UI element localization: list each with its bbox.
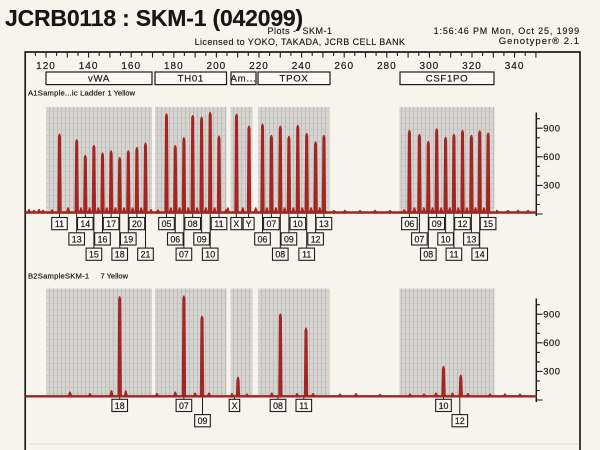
svg-text:07: 07 bbox=[179, 250, 189, 260]
svg-text:21: 21 bbox=[141, 250, 151, 260]
svg-text:19: 19 bbox=[123, 234, 133, 244]
svg-text:07: 07 bbox=[415, 234, 425, 244]
svg-text:17: 17 bbox=[106, 219, 116, 229]
svg-text:09: 09 bbox=[432, 219, 442, 229]
svg-text:20: 20 bbox=[132, 219, 142, 229]
svg-text:12: 12 bbox=[455, 416, 465, 426]
svg-text:11: 11 bbox=[214, 219, 223, 229]
svg-text:09: 09 bbox=[284, 234, 294, 244]
svg-text:10: 10 bbox=[439, 401, 449, 411]
svg-text:240: 240 bbox=[292, 61, 312, 72]
svg-text:10: 10 bbox=[293, 219, 303, 229]
svg-text:900: 900 bbox=[543, 123, 560, 134]
svg-text:11: 11 bbox=[302, 250, 311, 260]
svg-text:220: 220 bbox=[249, 61, 269, 72]
svg-text:140: 140 bbox=[79, 61, 99, 72]
svg-text:1 Yellow: 1 Yellow bbox=[108, 88, 136, 97]
svg-text:07: 07 bbox=[267, 219, 277, 229]
svg-text:340: 340 bbox=[505, 61, 525, 72]
svg-text:11: 11 bbox=[449, 250, 458, 260]
svg-text:14: 14 bbox=[80, 219, 90, 229]
svg-text:B2SampleSKM-1: B2SampleSKM-1 bbox=[28, 271, 89, 280]
svg-text:15: 15 bbox=[483, 219, 493, 229]
svg-text:12: 12 bbox=[311, 234, 321, 244]
svg-text:300: 300 bbox=[543, 180, 560, 191]
svg-text:CSF1PO: CSF1PO bbox=[426, 74, 469, 85]
svg-text:900: 900 bbox=[543, 309, 560, 320]
svg-text:Y: Y bbox=[246, 219, 252, 229]
svg-text:11: 11 bbox=[55, 219, 64, 229]
svg-text:14: 14 bbox=[475, 250, 485, 260]
svg-text:09: 09 bbox=[197, 234, 207, 244]
svg-text:A1Sample...ic Ladder: A1Sample...ic Ladder bbox=[28, 88, 105, 97]
svg-text:X: X bbox=[232, 401, 238, 411]
svg-text:06: 06 bbox=[258, 234, 268, 244]
svg-text:120: 120 bbox=[36, 61, 56, 72]
svg-text:10: 10 bbox=[205, 250, 215, 260]
svg-text:260: 260 bbox=[334, 61, 354, 72]
svg-text:13: 13 bbox=[319, 219, 329, 229]
svg-text:180: 180 bbox=[164, 61, 184, 72]
svg-text:09: 09 bbox=[198, 416, 208, 426]
svg-text:05: 05 bbox=[162, 219, 172, 229]
svg-text:160: 160 bbox=[121, 61, 141, 72]
svg-text:320: 320 bbox=[462, 61, 482, 72]
svg-text:15: 15 bbox=[89, 250, 99, 260]
svg-text:Am...: Am... bbox=[231, 74, 257, 85]
svg-text:16: 16 bbox=[98, 234, 108, 244]
svg-text:X: X bbox=[233, 219, 239, 229]
svg-text:08: 08 bbox=[273, 401, 283, 411]
svg-text:18: 18 bbox=[115, 401, 125, 411]
svg-text:300: 300 bbox=[420, 61, 440, 72]
svg-text:TPOX: TPOX bbox=[280, 74, 309, 85]
svg-text:12: 12 bbox=[458, 219, 468, 229]
svg-text:TH01: TH01 bbox=[178, 74, 204, 85]
svg-text:06: 06 bbox=[405, 219, 415, 229]
svg-text:08: 08 bbox=[188, 219, 198, 229]
svg-text:18: 18 bbox=[115, 250, 125, 260]
svg-text:600: 600 bbox=[543, 151, 560, 162]
svg-text:10: 10 bbox=[441, 234, 451, 244]
svg-text:13: 13 bbox=[72, 234, 82, 244]
svg-text:06: 06 bbox=[170, 234, 180, 244]
svg-text:300: 300 bbox=[543, 366, 560, 377]
svg-text:7 Yellow: 7 Yellow bbox=[101, 271, 129, 280]
svg-text:08: 08 bbox=[275, 250, 285, 260]
svg-text:vWA: vWA bbox=[88, 74, 110, 85]
svg-text:600: 600 bbox=[543, 337, 560, 348]
svg-text:280: 280 bbox=[377, 61, 397, 72]
svg-text:11: 11 bbox=[299, 401, 308, 411]
svg-text:200: 200 bbox=[207, 61, 227, 72]
svg-text:13: 13 bbox=[467, 234, 477, 244]
svg-text:07: 07 bbox=[179, 401, 189, 411]
svg-text:08: 08 bbox=[423, 250, 433, 260]
